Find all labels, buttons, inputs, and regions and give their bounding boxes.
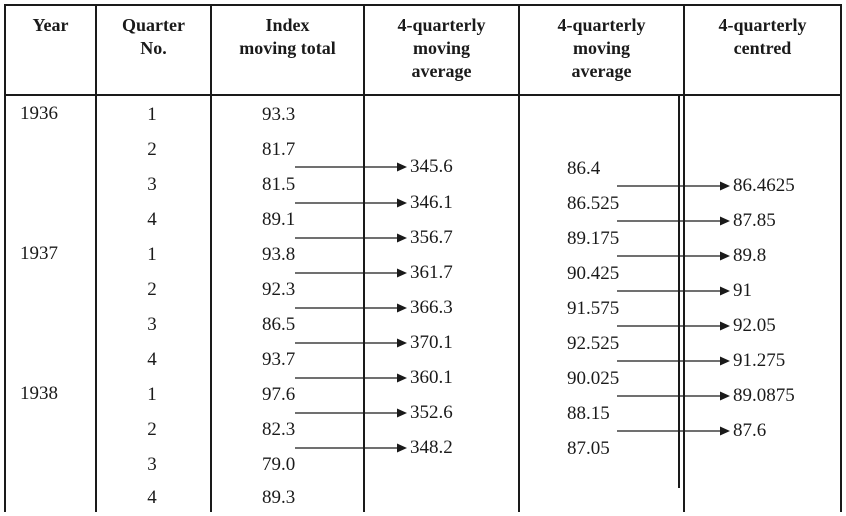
header-moving-average: 4-quarterly moving average [557,15,646,81]
centred-cell: 91 [733,280,752,301]
arrow-index-to-total-9 [295,443,407,453]
arrow-index-to-total-2 [295,198,407,208]
arrow-index-to-total-1 [295,162,407,172]
centred-cell: 89.8 [733,245,767,266]
table-left-border [4,4,6,512]
moving-average-cell: 86.4 [567,158,601,179]
index-cell: 93.8 [262,244,296,265]
index-cell: 89.3 [262,487,296,508]
quarter-cell: 4 [147,487,157,508]
moving-average-cell: 92.525 [567,333,620,354]
arrow-average-to-centred-2 [617,216,730,226]
header-centred: 4-quarterly centred [718,15,807,58]
index-cell: 97.6 [262,384,296,405]
moving-average-cell: 88.15 [567,403,610,424]
centred-cell: 87.85 [733,210,776,231]
index-cell: 92.3 [262,279,296,300]
quarter-cell: 3 [147,314,157,335]
quarter-cell: 1 [147,384,157,405]
year-label: 1936 [20,103,58,124]
moving-total-cell: 366.3 [410,297,453,318]
moving-average-cell: 86.525 [567,193,620,214]
centred-divider [678,96,680,488]
quarter-cell: 4 [147,209,157,230]
arrow-index-to-total-3 [295,233,407,243]
centred-cell: 92.05 [733,315,776,336]
year-label: 1937 [20,243,58,264]
column-rule-5 [683,4,685,512]
index-cell: 79.0 [262,454,296,475]
index-cell: 89.1 [262,209,296,230]
header-moving-total: 4-quarterly moving average [397,15,486,81]
quarter-cell: 2 [147,419,157,440]
moving-average-cell: 90.425 [567,263,620,284]
index-cell: 93.3 [262,104,296,125]
moving-average-cell: 90.025 [567,368,620,389]
arrow-average-to-centred-4 [617,286,730,296]
quarter-cell: 2 [147,279,157,300]
moving-total-cell: 345.6 [410,156,453,177]
index-cell: 86.5 [262,314,296,335]
arrow-index-to-total-5 [295,303,407,313]
quarter-cell: 1 [147,104,157,125]
moving-total-cell: 352.6 [410,402,453,423]
moving-average-cell: 87.05 [567,438,610,459]
index-cell: 81.5 [262,174,296,195]
header-index: Index moving total [239,15,336,58]
quarter-cell: 4 [147,349,157,370]
quarter-cell: 2 [147,139,157,160]
arrow-index-to-total-4 [295,268,407,278]
arrow-average-to-centred-8 [617,426,730,436]
arrow-average-to-centred-3 [617,251,730,261]
centred-cell: 87.6 [733,420,767,441]
column-rule-4 [518,4,520,512]
index-cell: 81.7 [262,139,296,160]
moving-average-cell: 91.575 [567,298,620,319]
column-rule-2 [210,4,212,512]
index-cell: 82.3 [262,419,296,440]
arrow-average-to-centred-6 [617,356,730,366]
moving-average-cell: 89.175 [567,228,620,249]
arrow-average-to-centred-5 [617,321,730,331]
quarter-cell: 3 [147,454,157,475]
moving-total-cell: 361.7 [410,262,453,283]
arrow-index-to-total-7 [295,373,407,383]
column-rule-3 [363,4,365,512]
column-rule-1 [95,4,97,512]
header-quarter: Quarter No. [122,15,185,58]
centred-cell: 91.275 [733,350,786,371]
moving-total-cell: 346.1 [410,192,453,213]
moving-total-cell: 348.2 [410,437,453,458]
table-right-border [840,4,842,512]
arrow-average-to-centred-1 [617,181,730,191]
year-label: 1938 [20,383,58,404]
arrow-average-to-centred-7 [617,391,730,401]
centred-cell: 86.4625 [733,175,795,196]
header-bottom-rule [4,94,842,96]
centred-cell: 89.0875 [733,385,795,406]
arrow-index-to-total-6 [295,338,407,348]
quarter-cell: 1 [147,244,157,265]
arrow-index-to-total-8 [295,408,407,418]
moving-total-cell: 356.7 [410,227,453,248]
quarter-cell: 3 [147,174,157,195]
index-cell: 93.7 [262,349,296,370]
moving-total-cell: 370.1 [410,332,453,353]
table-top-border [4,4,842,6]
header-year: Year [32,15,69,35]
moving-total-cell: 360.1 [410,367,453,388]
